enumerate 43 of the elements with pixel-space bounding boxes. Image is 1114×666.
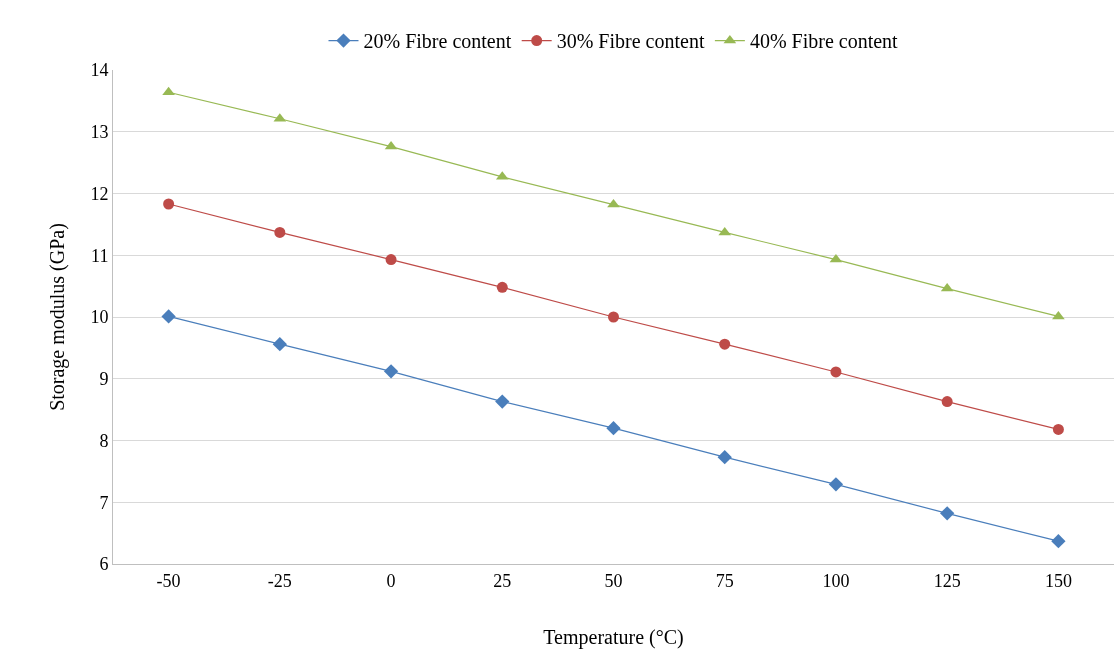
point <box>1052 310 1065 320</box>
point <box>274 226 286 238</box>
x-tick-label: 75 <box>715 570 734 591</box>
point <box>1051 534 1066 549</box>
legend-label: 40% Fibre content <box>749 30 899 53</box>
y-tick-label: 14 <box>90 60 109 81</box>
y-axis-title: Storage modulus (GPa) <box>45 223 69 411</box>
x-tick-label: 50 <box>604 570 623 591</box>
y-tick-label: 10 <box>90 307 109 328</box>
y-tick-label: 7 <box>99 492 109 513</box>
legend-label: 20% Fibre content <box>363 30 512 53</box>
point <box>717 450 732 465</box>
point <box>719 338 731 350</box>
point <box>828 477 844 492</box>
point <box>940 506 955 521</box>
x-tick-label: 0 <box>386 570 396 591</box>
point <box>272 337 287 352</box>
point <box>608 311 619 323</box>
x-tick-label: -25 <box>267 570 292 591</box>
x-axis-title: Temperature (°C) <box>543 626 684 650</box>
point <box>941 396 953 408</box>
point <box>830 366 842 378</box>
point <box>606 421 621 436</box>
x-tick-label: -50 <box>156 570 181 591</box>
point <box>1052 423 1064 435</box>
legend-label: 30% Fibre content <box>556 30 705 53</box>
y-tick-label: 12 <box>90 183 109 204</box>
point <box>495 394 510 409</box>
point <box>163 198 175 210</box>
y-tick-label: 11 <box>91 245 109 266</box>
y-tick-label: 6 <box>99 554 109 575</box>
x-tick-label: 100 <box>822 570 850 591</box>
point <box>718 226 732 236</box>
x-tick-label: 150 <box>1044 570 1072 591</box>
point <box>496 281 508 293</box>
point <box>161 309 176 324</box>
point <box>383 364 399 379</box>
x-tick-label: 25 <box>493 570 512 591</box>
x-tick-label: 125 <box>933 570 961 591</box>
point <box>385 254 397 266</box>
y-tick-label: 9 <box>99 369 109 390</box>
y-tick-label: 8 <box>99 430 109 451</box>
y-tick-label: 13 <box>90 122 109 143</box>
